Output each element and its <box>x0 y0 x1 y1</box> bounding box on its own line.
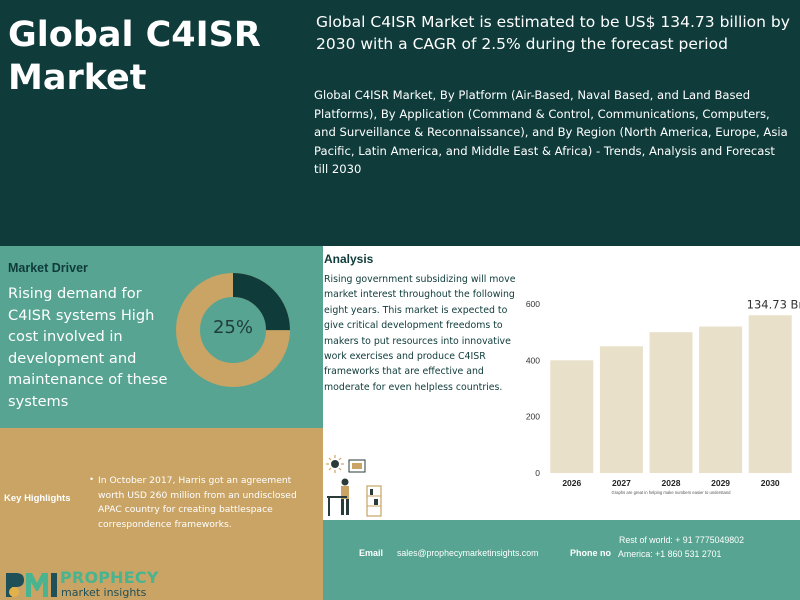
bar-chart: 0 200 400 600 2026 2027 2028 2029 2030 134.73 Bn G… <box>526 297 800 495</box>
x-tick-label: 2029 <box>711 478 730 488</box>
header: Global C4ISR Market Global C4ISR Market … <box>0 0 800 246</box>
x-tick-label: 2027 <box>612 478 631 488</box>
key-highlights-text: In October 2017, Harris got an agreement… <box>98 475 297 530</box>
y-tick-label: 600 <box>526 299 540 309</box>
email-link[interactable]: sales@prophecymarketinsights.com <box>397 548 539 558</box>
logo-sub-text: market insights <box>61 586 147 599</box>
market-description: Global C4ISR Market, By Platform (Air-Ba… <box>314 88 788 177</box>
donut-percent-label: 25% <box>212 317 253 338</box>
desk-icon <box>327 496 347 498</box>
x-tick-label: 2028 <box>662 478 681 488</box>
donut-chart <box>176 273 290 387</box>
analysis-text: Rising government subsidizing will move … <box>324 274 516 393</box>
y-tick-label: 400 <box>526 355 540 365</box>
logo-mark-icon <box>6 573 57 597</box>
analysis-panel: Analysis Rising government subsidizing w… <box>323 246 800 520</box>
page-title: Global C4ISR Market <box>8 15 261 98</box>
sun-icon <box>331 460 339 468</box>
bar <box>748 315 792 473</box>
market-tagline: Global C4ISR Market is estimated to be U… <box>316 13 790 53</box>
key-highlights-panel: Key Highlights • In October 2017, Harris… <box>0 428 323 600</box>
logo-brand-text: PROPHECY <box>60 568 159 587</box>
phone-label: Phone no <box>570 548 611 558</box>
bar <box>699 326 743 473</box>
y-tick-label: 200 <box>526 412 540 422</box>
bar <box>649 332 693 473</box>
x-tick-label: 2026 <box>562 478 581 488</box>
shelf-icon <box>366 485 382 517</box>
key-highlights-heading: Key Highlights <box>4 493 71 504</box>
email-label: Email <box>359 548 384 558</box>
contact-footer: Email sales@prophecymarketinsights.com P… <box>323 520 800 600</box>
chart-caption: Graphs are great in helping make numbers… <box>612 490 732 495</box>
phone-america[interactable]: America: +1 860 531 2701 <box>618 549 722 559</box>
bullet-icon: • <box>90 474 94 484</box>
y-tick-label: 0 <box>535 468 540 478</box>
person-icon <box>341 478 349 486</box>
data-label: 134.73 Bn <box>747 297 800 311</box>
market-driver-heading: Market Driver <box>8 261 88 275</box>
bar <box>550 360 594 473</box>
board-icon <box>348 459 366 473</box>
donut-filled-arc <box>176 273 290 387</box>
x-tick-label: 2030 <box>761 478 780 488</box>
bar <box>599 346 643 473</box>
market-driver-text: Rising demand for C4ISR systems High cos… <box>8 285 168 410</box>
phone-rest-of-world[interactable]: Rest of world: + 91 7775049802 <box>619 535 744 545</box>
analysis-heading: Analysis <box>324 252 374 266</box>
market-driver-panel: Market Driver Rising demand for C4ISR sy… <box>0 246 323 428</box>
prophecy-logo <box>6 573 57 597</box>
analyst-illustration <box>326 455 382 517</box>
